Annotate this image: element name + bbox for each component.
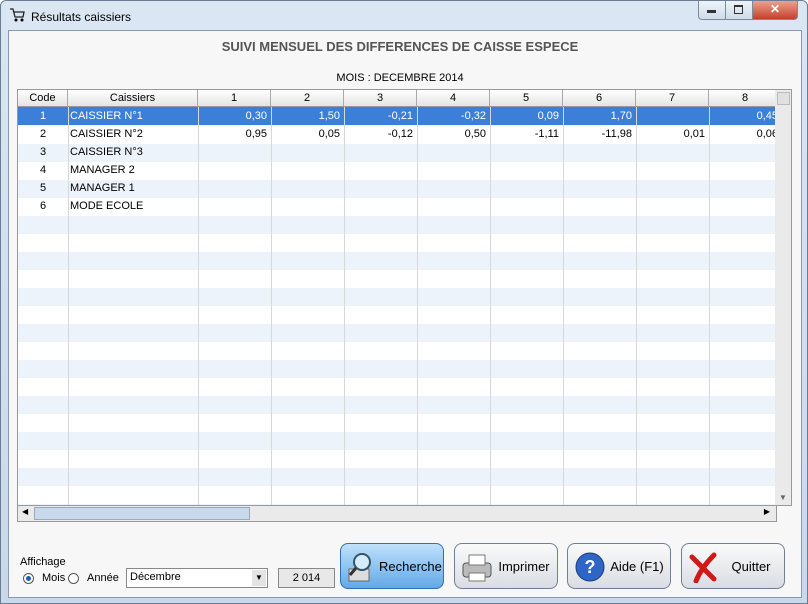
scroll-thumb[interactable]: [34, 507, 250, 520]
value-cell[interactable]: 0,95: [245, 128, 267, 140]
radio-mois[interactable]: [23, 573, 34, 584]
column-header[interactable]: 3: [344, 90, 417, 107]
name-cell[interactable]: CAISSIER N°2: [70, 128, 143, 140]
column-divider: [68, 107, 69, 505]
name-cell[interactable]: CAISSIER N°3: [70, 146, 143, 158]
radio-annee[interactable]: [68, 573, 79, 584]
year-field[interactable]: 2 014: [278, 568, 335, 588]
column-divider: [417, 107, 418, 505]
vertical-scrollbar[interactable]: ▼: [775, 89, 792, 506]
column-divider: [198, 107, 199, 505]
month-select[interactable]: Décembre ▼: [126, 568, 268, 588]
search-button[interactable]: Recherche: [340, 543, 444, 589]
value-cell[interactable]: 0,09: [537, 110, 559, 122]
value-cell[interactable]: -11,98: [601, 128, 632, 140]
column-header[interactable]: 1: [198, 90, 271, 107]
value-cell[interactable]: 0,30: [245, 110, 267, 122]
name-cell[interactable]: CAISSIER N°1: [70, 110, 143, 122]
button-label: Recherche: [379, 559, 442, 574]
scroll-right-arrow[interactable]: ▶: [763, 507, 770, 516]
column-divider: [271, 107, 272, 505]
column-divider: [490, 107, 491, 505]
value-cell[interactable]: 0,01: [683, 128, 705, 140]
value-cell[interactable]: -0,12: [387, 128, 413, 140]
close-button[interactable]: ✕: [752, 1, 798, 20]
window-title: Résultats caissiers: [31, 10, 132, 24]
value-cell[interactable]: 0,50: [464, 128, 486, 140]
code-cell[interactable]: 5: [39, 182, 47, 194]
value-cell[interactable]: 1,50: [318, 110, 340, 122]
selected-row: [18, 107, 776, 125]
report-subtitle: MOIS : DECEMBRE 2014: [336, 72, 464, 84]
print-button[interactable]: Imprimer: [454, 543, 558, 589]
value-cell[interactable]: 0,06: [756, 128, 777, 140]
value-cell[interactable]: -0,32: [460, 110, 486, 122]
code-cell[interactable]: 1: [39, 110, 47, 122]
column-header[interactable]: Code: [18, 90, 68, 107]
svg-text:?: ?: [585, 557, 596, 577]
value-cell[interactable]: -0,21: [387, 110, 413, 122]
help-button[interactable]: ? Aide (F1): [567, 543, 671, 589]
value-cell[interactable]: -1,11: [534, 128, 559, 140]
code-cell[interactable]: 4: [39, 164, 47, 176]
name-cell[interactable]: MANAGER 1: [70, 182, 135, 194]
column-divider: [709, 107, 710, 505]
horizontal-scrollbar[interactable]: ◀ ▶: [17, 505, 777, 522]
group-label: Affichage: [20, 556, 66, 568]
column-divider: [344, 107, 345, 505]
value-cell[interactable]: 0,45: [756, 110, 777, 122]
results-grid: Code Caissiers 1 2 3 4 5 6 7 8 1 CAISSIER N°1 0,30 1,…: [17, 89, 777, 506]
report-title: SUIVI MENSUEL DES DIFFERENCES DE CAISSE …: [221, 39, 579, 54]
column-header[interactable]: Caissiers: [68, 90, 198, 107]
minimize-button[interactable]: [698, 1, 726, 20]
column-header[interactable]: 2: [271, 90, 344, 107]
button-label: Quitter: [731, 559, 771, 574]
radio-label[interactable]: Année: [87, 572, 119, 584]
name-cell[interactable]: MODE ECOLE: [70, 200, 144, 212]
column-divider: [636, 107, 637, 505]
cart-icon: [10, 8, 25, 22]
code-cell[interactable]: 3: [39, 146, 47, 158]
maximize-button[interactable]: [725, 1, 753, 20]
name-cell[interactable]: MANAGER 2: [70, 164, 135, 176]
title-bar: Résultats caissiers: [9, 7, 131, 27]
radio-label[interactable]: Mois: [42, 572, 66, 584]
column-divider: [563, 107, 564, 505]
button-label: Imprimer: [498, 559, 550, 574]
column-header[interactable]: 7: [636, 90, 709, 107]
column-header[interactable]: 5: [490, 90, 563, 107]
grid-delete-icon[interactable]: [777, 92, 790, 105]
scroll-left-arrow[interactable]: ◀: [22, 507, 29, 516]
code-cell[interactable]: 2: [39, 128, 47, 140]
scroll-down-arrow[interactable]: ▼: [779, 493, 787, 502]
column-header[interactable]: 4: [417, 90, 490, 107]
code-cell[interactable]: 6: [39, 200, 47, 212]
value-cell[interactable]: 1,70: [610, 110, 632, 122]
button-label: Aide (F1): [610, 559, 664, 574]
column-header[interactable]: 6: [563, 90, 636, 107]
column-header[interactable]: 8: [709, 90, 776, 107]
quit-button[interactable]: Quitter: [681, 543, 785, 589]
month-value: Décembre: [130, 571, 181, 583]
value-cell[interactable]: 0,05: [318, 128, 340, 140]
